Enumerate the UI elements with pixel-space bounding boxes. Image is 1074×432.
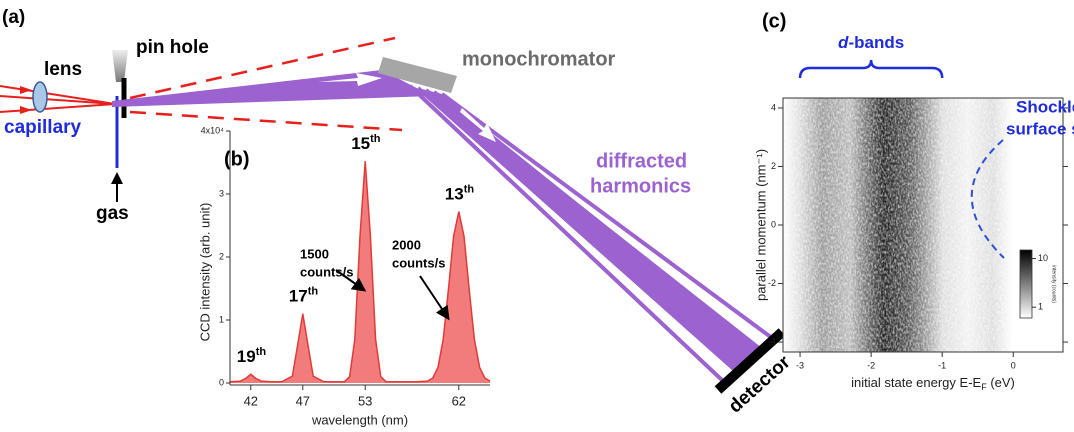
peak-suffix: th (370, 133, 381, 145)
laser-beam (0, 85, 116, 105)
peak-suffix: th (256, 346, 267, 358)
harmonics-label: harmonics (590, 175, 691, 197)
gas-label: gas (96, 203, 129, 224)
x-axis-label: wavelength (nm) (311, 412, 408, 427)
beam-arrow (318, 73, 382, 86)
count-label: 2000 (392, 237, 421, 252)
bands-label-italic: d (838, 33, 849, 52)
monochromator (378, 57, 457, 93)
bands-label-rest: -bands (848, 33, 904, 52)
peak-label: 19th (237, 346, 267, 367)
x-tick-label: 53 (358, 393, 372, 408)
state-label: surface state (1006, 119, 1074, 138)
colorbar-tick-label: 10 (1038, 253, 1048, 263)
xuv-beam (112, 70, 432, 107)
peak-number: 13 (445, 185, 464, 204)
state-dispersion (970, 139, 1005, 259)
y-axis-label: CCD intensity (arb. unit) (197, 203, 212, 342)
count-arrow (419, 275, 450, 321)
bands-brace (798, 59, 944, 79)
peak-number: 19 (237, 348, 256, 367)
diffracted-beam (408, 84, 726, 384)
x-tick-label: 47 (296, 393, 310, 408)
y-tick-label: 1 (219, 314, 224, 324)
beam-arrow (460, 108, 496, 142)
intensity-noise (783, 98, 1063, 352)
detector (714, 328, 786, 394)
spectrum-area (230, 161, 490, 383)
y-tick-label: 4 (771, 102, 776, 112)
y-axis-label: parallel momentum (nm⁻¹) (753, 149, 768, 301)
y-tick-label: 4x10⁴ (201, 125, 225, 135)
x-tick-label: 42 (244, 393, 258, 408)
capillary-label: capillary (4, 117, 82, 138)
colorbar (1019, 249, 1033, 319)
arrow-head (20, 86, 32, 94)
diffracted-beam (440, 92, 774, 340)
count-arrow (335, 269, 367, 292)
state-label: Shockley (1016, 97, 1074, 116)
y-tick-label: 3 (219, 188, 224, 198)
y-tick-label: 0 (219, 377, 224, 387)
x-axis-label-end: (eV) (987, 375, 1015, 390)
x-axis-label-text: initial state energy E-E (851, 375, 981, 390)
count-label: 1500 (300, 246, 329, 261)
count-label: counts/s (300, 264, 353, 279)
diffracted-label: diffracted (596, 150, 687, 172)
x-tick-label: 62 (452, 393, 466, 408)
x-tick-label: 0 (1011, 360, 1016, 370)
spectrum-line (229, 161, 491, 383)
diffracted-fan (418, 88, 760, 371)
laser-beam (0, 103, 116, 113)
peak-label: 15th (351, 133, 381, 154)
x-tick-label: -1 (938, 360, 946, 370)
y-tick-label: -4 (768, 336, 776, 346)
bands-label: d-bands (838, 33, 904, 52)
peak-label: 17th (289, 286, 319, 307)
peak-suffix: th (464, 184, 475, 196)
peak-number: 17 (289, 287, 308, 306)
x-tick-label: -3 (796, 360, 804, 370)
x-axis-label-sub: F (981, 382, 987, 392)
pinhole-label: pin hole (136, 37, 209, 58)
peak-suffix: th (308, 286, 319, 298)
x-axis-label: initial state energy E-EF (eV) (851, 375, 1015, 392)
y-tick-label: 2 (771, 161, 776, 171)
schematic: (a) lens pin hole capillary gas monochro… (0, 7, 795, 418)
peak-label: 13th (445, 184, 475, 205)
lens (32, 81, 48, 113)
y-tick-label: 0 (771, 219, 776, 229)
peak-number: 15 (351, 135, 370, 154)
colorbar-label: intensity (counts) (1051, 265, 1057, 303)
count-label: counts/s (392, 255, 445, 270)
y-tick-label: 2 (219, 251, 224, 261)
monochromator-label: monochromator (462, 48, 616, 70)
colorbar-tick-label: 1 (1038, 302, 1043, 312)
pinhole-cone (112, 50, 128, 82)
panel-label: (c) (762, 10, 786, 32)
divergent-beam (129, 36, 396, 100)
arrow-head (20, 106, 32, 114)
panel-label: (b) (224, 148, 250, 170)
laser-beam (0, 95, 116, 105)
y-tick-label: -2 (768, 278, 776, 288)
arrow-head (111, 172, 123, 184)
divergent-beam (129, 110, 403, 132)
panel-label: (a) (2, 7, 25, 28)
x-tick-label: -2 (867, 360, 875, 370)
lens-label: lens (44, 59, 82, 80)
